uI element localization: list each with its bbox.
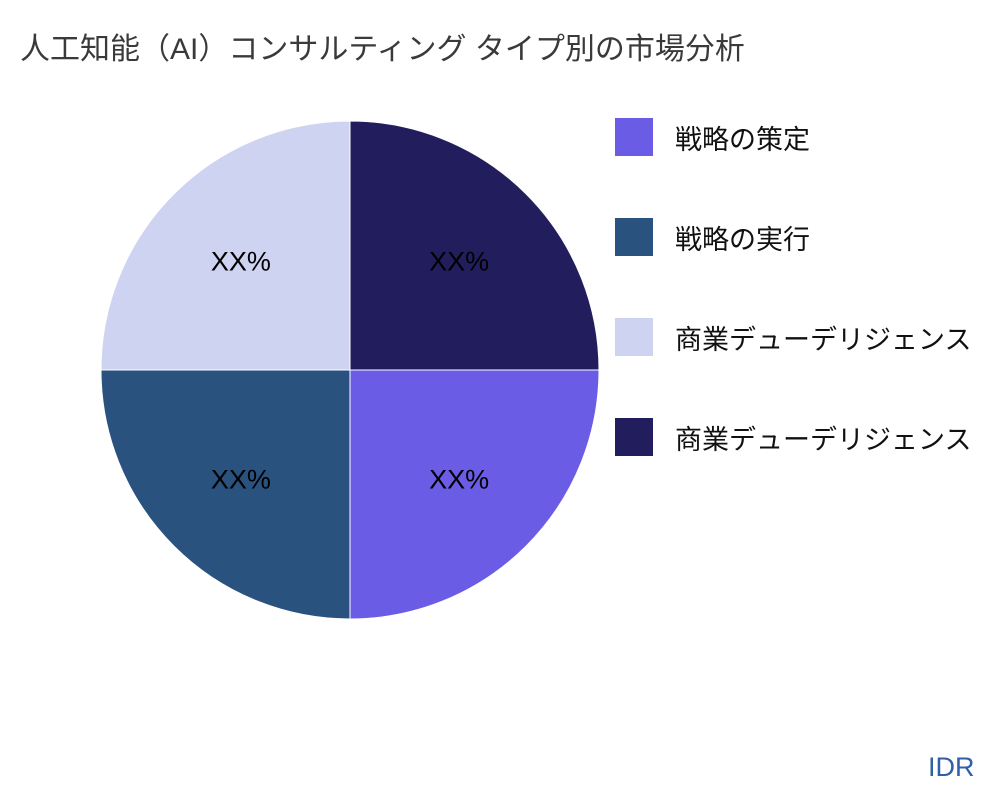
legend-label-4: 商業デューデリジェンス <box>675 424 972 455</box>
legend-swatch-2 <box>615 218 653 256</box>
legend-label-2: 戦略の実行 <box>675 224 810 255</box>
pie-slice-1 <box>349 369 600 620</box>
pie-slice-label-2: XX% <box>211 465 271 495</box>
pie-slice-4 <box>349 120 600 371</box>
watermark: IDR <box>928 752 975 782</box>
legend: 戦略の策定 戦略の実行 商業デューデリジェンス 商業デューデリジェンス <box>615 118 1000 518</box>
legend-swatch-3 <box>615 318 653 356</box>
pie-chart: XX% XX% XX% XX% <box>100 120 600 620</box>
legend-label-3: 商業デューデリジェンス <box>675 324 972 355</box>
pie-slice-3 <box>100 120 351 371</box>
pie-slice-label-3: XX% <box>211 246 271 276</box>
pie-slice-label-1: XX% <box>429 465 489 495</box>
legend-item-2: 戦略の実行 <box>615 218 1000 256</box>
legend-item-1: 戦略の策定 <box>615 118 1000 156</box>
legend-swatch-1 <box>615 118 653 156</box>
legend-label-1: 戦略の策定 <box>675 124 810 155</box>
legend-item-3: 商業デューデリジェンス <box>615 318 1000 356</box>
pie-slice-label-4: XX% <box>429 246 489 276</box>
pie-slice-2 <box>100 369 351 620</box>
chart-title: 人工知能（AI）コンサルティング タイプ別の市場分析 <box>20 33 745 66</box>
legend-item-4: 商業デューデリジェンス <box>615 418 1000 456</box>
legend-swatch-4 <box>615 418 653 456</box>
